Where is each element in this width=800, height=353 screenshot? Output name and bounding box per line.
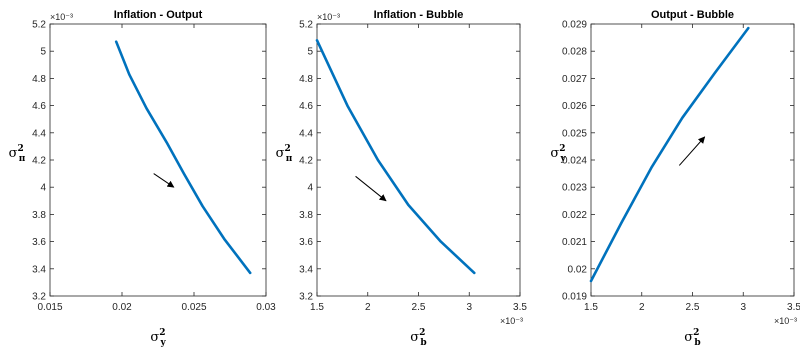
y-tick-label: 0.019 [562,292,587,303]
y-tick-label: 3.4 [32,264,46,275]
y-tick-label: 4.2 [32,156,46,167]
y-tick-label: 4.8 [32,74,46,85]
y-tick-label: 3.8 [299,210,313,221]
x-tick-label: 2 [365,302,371,313]
y-tick-label: 4.6 [32,101,46,112]
x-tick-label: 0.025 [181,302,206,313]
x-exponent-label: ×10⁻³ [774,316,797,326]
y-exponent-label: ×10⁻³ [317,12,340,22]
y-tick-label: 4 [307,183,313,194]
y-tick-label: 0.024 [562,156,587,167]
y-tick-label: 0.026 [562,101,587,112]
y-tick-label: 3.2 [32,292,46,303]
y-tick-label: 4 [40,183,46,194]
y-tick-label: 4.6 [299,101,313,112]
y-tick-label: 0.027 [562,74,587,85]
chart-title: Inflation - Bubble [374,9,464,21]
direction-arrow [153,173,175,188]
plot-area [590,23,795,297]
y-tick-label: 5.2 [32,20,46,31]
series-line-1 [315,38,476,275]
x-tick-label: 3 [740,302,746,313]
chart-panel-1: 0.015 0.02 0.025 0.03 3.2 3.4 3.6 3.8 4 4.2 4.4 4.6… [9,9,277,348]
y-tick-label: 0.021 [562,237,587,248]
y-tick-label: 3.4 [299,264,313,275]
chart-title: Inflation - Output [114,9,203,21]
y-tick-label: 3.2 [299,292,313,303]
x-tick-label: 2.5 [686,302,700,313]
y-tick-label: 0.025 [562,128,587,139]
x-axis-label: σ2 b [684,328,700,348]
x-tick-label: 0.03 [256,302,276,313]
x-tick-label: 2 [639,302,645,313]
y-tick-label: 0.023 [562,183,587,194]
chart-panel-3: 1.5 2 2.5 3 3.5 0.019 0.02 0.021 0.022 0.023 0.024… [550,9,800,348]
y-tick-label: 4.4 [299,128,313,139]
y-tick-label: 4.8 [299,74,313,85]
y-tick-label: 5.2 [299,20,313,31]
x-axis-label: σ2 y [150,328,166,348]
plot-area [316,23,521,297]
x-tick-label: 3 [466,302,472,313]
y-tick-label: 3.8 [32,210,46,221]
chart-title: Output - Bubble [651,9,734,21]
y-axis-label: σ2 π [9,144,26,164]
y-tick-label: 3.6 [299,237,313,248]
x-exponent-label: ×10⁻³ [500,316,523,326]
x-tick-label: 3.5 [513,302,527,313]
series-line-1 [114,40,252,275]
y-tick-label: 0.02 [568,264,588,275]
y-tick-label: 0.028 [562,47,587,58]
series-line-1 [589,26,750,283]
y-axis-label: σ2 π [276,144,293,164]
direction-arrow [678,136,706,166]
x-tick-label: 3.5 [787,302,800,313]
plot-area [49,23,267,297]
y-exponent-label: ×10⁻³ [50,12,73,22]
x-axis-label: σ2 b [410,328,426,348]
x-tick-label: 1.5 [310,302,324,313]
x-tick-label: 1.5 [584,302,598,313]
x-tick-label: 2.5 [412,302,426,313]
y-tick-label: 5 [40,47,46,58]
direction-arrow [355,175,387,202]
x-tick-label: 0.015 [37,302,62,313]
y-tick-label: 0.022 [562,210,587,221]
y-tick-label: 4.4 [32,128,46,139]
y-tick-label: 3.6 [32,237,46,248]
x-tick-label: 0.02 [112,302,132,313]
y-axis-label: σ2 y [550,144,566,164]
y-tick-label: 4.2 [299,156,313,167]
y-tick-label: 5 [307,47,313,58]
y-tick-label: 0.029 [562,20,587,31]
chart-panel-2: 1.5 2 2.5 3 3.5 3.2 3.4 3.6 3.8 4 4.2 4.4 4.6 4.8 5 5.2… [276,9,528,348]
